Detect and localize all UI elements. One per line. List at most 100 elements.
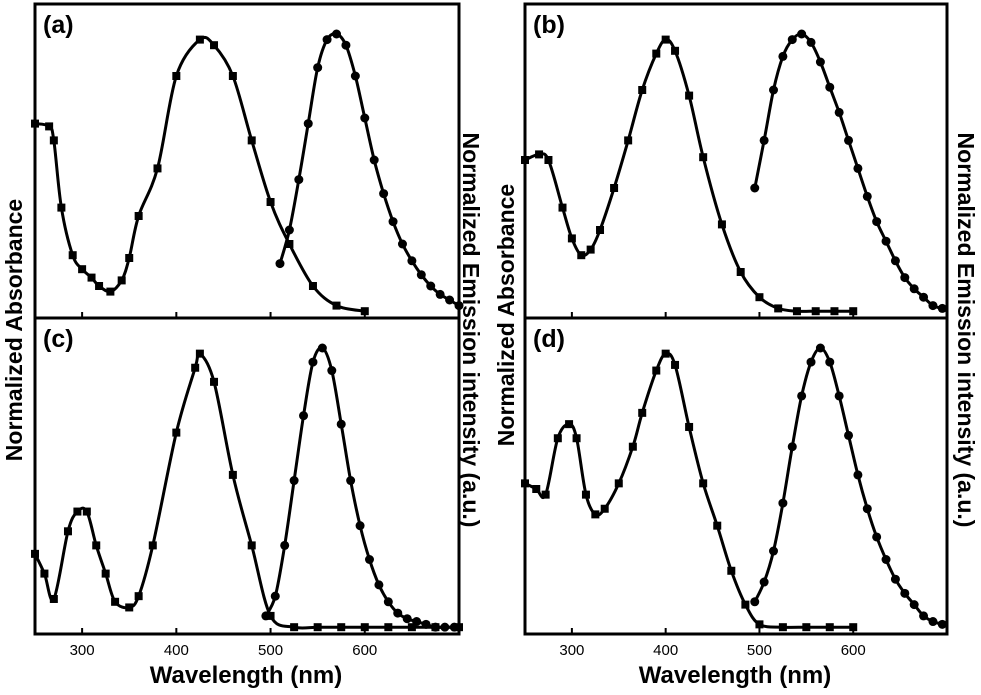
- panel-1: (b): [521, 2, 949, 320]
- emission-point: [308, 357, 318, 367]
- x-tick-label: 600: [841, 642, 866, 659]
- emission-point: [787, 442, 797, 452]
- emission-point: [881, 555, 891, 564]
- panel-label: (b): [533, 11, 565, 39]
- absorbance-point: [45, 122, 54, 131]
- absorbance-point: [125, 603, 134, 612]
- emission-point: [797, 29, 807, 39]
- emission-point: [393, 608, 403, 618]
- absorbance-point: [774, 304, 783, 313]
- emission-point: [890, 256, 900, 266]
- emission-point: [750, 597, 760, 607]
- absorbance-point: [685, 91, 694, 100]
- emission-point: [853, 470, 863, 480]
- emission-point: [881, 236, 891, 246]
- absorbance-point: [671, 360, 680, 369]
- absorbance-point: [63, 527, 72, 536]
- absorbance-point: [95, 282, 104, 290]
- panel-frame: [523, 316, 949, 636]
- absorbance-point: [191, 363, 200, 372]
- emission-point: [346, 476, 356, 486]
- absorbance-point: [337, 623, 346, 632]
- absorbance-point: [671, 46, 680, 55]
- emission-point: [750, 183, 760, 193]
- absorbance-point: [228, 470, 237, 479]
- absorbance-point: [699, 153, 708, 162]
- absorbance-point: [558, 203, 567, 212]
- absorbance-point: [153, 164, 162, 173]
- absorbance-point: [290, 623, 299, 632]
- emission-point: [928, 301, 938, 311]
- absorbance-point: [134, 592, 143, 601]
- emission-point: [402, 614, 412, 624]
- absorbance-point: [106, 287, 115, 296]
- absorbance-point: [31, 119, 39, 128]
- emission-point: [778, 51, 788, 61]
- absorbance-point: [825, 623, 834, 632]
- emission-point: [769, 546, 779, 556]
- absorbance-point: [755, 293, 764, 302]
- absorbance-point: [699, 479, 708, 488]
- absorbance-point: [565, 420, 574, 429]
- emission-point: [900, 588, 910, 598]
- absorbance-point: [285, 240, 294, 248]
- absorbance-point: [661, 349, 670, 358]
- absorbance-point: [713, 521, 722, 530]
- emission-point: [322, 35, 332, 45]
- panel-0: (a): [31, 2, 464, 320]
- emission-curve: [264, 346, 456, 629]
- emission-point: [284, 225, 294, 235]
- emission-point: [454, 301, 464, 311]
- absorbance-point: [308, 282, 317, 290]
- absorbance-point: [407, 623, 416, 632]
- absorbance-point: [591, 510, 600, 519]
- panel-frame: [33, 2, 461, 320]
- emission-point: [844, 430, 854, 440]
- absorbance-point: [535, 150, 544, 159]
- emission-point: [426, 281, 436, 291]
- absorbance-point: [581, 490, 590, 499]
- emission-point: [862, 191, 872, 201]
- emission-point: [412, 617, 422, 627]
- absorbance-point: [172, 428, 181, 437]
- absorbance-point: [228, 72, 237, 80]
- absorbance-point: [73, 507, 82, 516]
- x-tick-label: 600: [352, 642, 377, 659]
- absorbance-point: [31, 549, 39, 558]
- absorbance-point: [68, 251, 77, 260]
- absorbance-curve: [33, 351, 461, 630]
- emission-point: [806, 37, 816, 47]
- emission-point: [806, 357, 816, 367]
- absorbance-point: [610, 184, 619, 192]
- emission-curve: [753, 346, 944, 626]
- absorbance-point: [266, 611, 275, 620]
- absorbance-point: [553, 434, 562, 443]
- absorbance-point: [117, 276, 126, 285]
- absorbance-point: [313, 623, 322, 632]
- emission-point: [825, 82, 835, 92]
- absorbance-point: [628, 442, 637, 451]
- absorbance-point: [736, 268, 745, 276]
- emission-point: [416, 270, 426, 280]
- absorbance-point: [87, 273, 96, 282]
- emission-point: [825, 357, 835, 367]
- absorbance-point: [811, 307, 820, 316]
- emission-point: [872, 217, 882, 227]
- y-label-left: Normalized Absorbance: [1, 199, 27, 461]
- emission-curve: [753, 32, 944, 310]
- absorbance-point: [101, 569, 110, 578]
- absorbance-point: [266, 198, 275, 206]
- emission-point: [872, 532, 882, 542]
- emission-point: [360, 113, 370, 123]
- emission-point: [294, 175, 304, 185]
- emission-point: [909, 600, 919, 610]
- emission-point: [355, 521, 365, 531]
- absorbance-point: [755, 620, 764, 629]
- emission-point: [834, 107, 844, 117]
- emission-point: [270, 591, 280, 601]
- emission-point: [844, 135, 854, 145]
- absorbance-point: [78, 265, 87, 274]
- absorbance-point: [195, 349, 204, 358]
- emission-point: [397, 239, 407, 249]
- absorbance-point: [792, 307, 801, 316]
